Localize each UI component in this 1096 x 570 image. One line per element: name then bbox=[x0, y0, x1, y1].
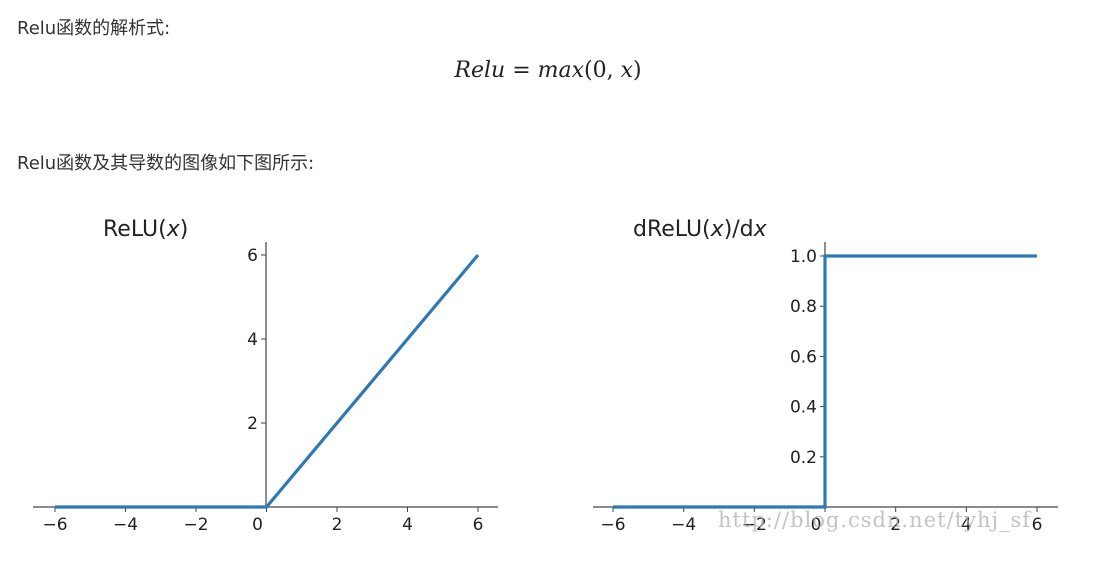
relu-formula: Relu = max(0, x) bbox=[0, 58, 1096, 83]
formula-fn: max bbox=[537, 58, 585, 83]
y-tick-label: 0.8 bbox=[790, 297, 817, 317]
chart-title: ReLU(x) bbox=[103, 217, 188, 242]
y-tick-label: 2 bbox=[247, 414, 258, 434]
x-tick-label: 0 bbox=[811, 515, 822, 535]
x-tick-label: 0 bbox=[252, 515, 263, 535]
x-tick-label: 6 bbox=[473, 515, 484, 535]
y-tick-label: 6 bbox=[247, 246, 258, 266]
relu-charts: ReLU(x) −6 −4 −2 0 2 4 6 2 4 6 dReLU(x)/dx −6 −4 −2 0 2 4… bbox=[33, 217, 1058, 535]
x-tick-label: 4 bbox=[961, 515, 972, 535]
y-tick-label: 4 bbox=[247, 330, 258, 350]
x-tick-label: 2 bbox=[332, 515, 343, 535]
chart-title: dReLU(x)/dx bbox=[633, 217, 768, 242]
x-tick-label: −2 bbox=[183, 515, 208, 535]
graphs-heading: Relu函数及其导数的图像如下图所示: bbox=[17, 153, 315, 174]
series-line bbox=[55, 253, 480, 509]
y-tick-label: 0.2 bbox=[790, 448, 817, 468]
formula-args-open: (0, bbox=[584, 58, 621, 83]
watermark: http://blog.csdn.net/tyhj_sf bbox=[718, 508, 1032, 532]
x-tick-label: 4 bbox=[402, 515, 413, 535]
x-tick-label: −4 bbox=[671, 515, 696, 535]
y-tick-label: 1.0 bbox=[790, 247, 817, 267]
formula-equals: = bbox=[512, 58, 531, 83]
x-tick-label: 6 bbox=[1032, 515, 1043, 535]
formula-heading: Relu函数的解析式: bbox=[17, 18, 171, 39]
y-tick-label: 0.4 bbox=[790, 398, 817, 418]
x-tick-label: 2 bbox=[890, 515, 901, 535]
formula-lhs: Relu bbox=[454, 58, 506, 83]
x-tick-label: −2 bbox=[742, 515, 767, 535]
x-tick-label: −6 bbox=[600, 515, 625, 535]
x-tick-label: −6 bbox=[42, 515, 67, 535]
series-line bbox=[613, 254, 1037, 509]
x-tick-label: −4 bbox=[113, 515, 138, 535]
formula-args-close: ) bbox=[633, 58, 642, 83]
formula-var: x bbox=[620, 58, 634, 83]
y-tick-label: 0.6 bbox=[790, 347, 817, 367]
